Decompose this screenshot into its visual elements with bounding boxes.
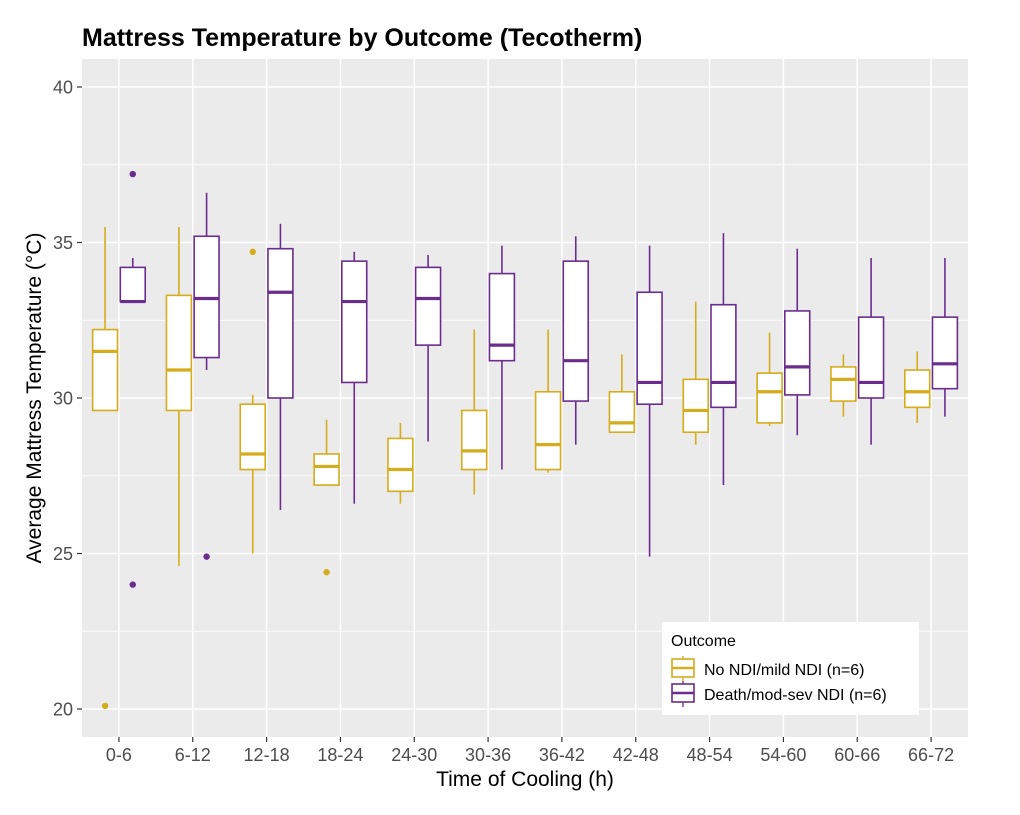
x-tick-label: 24-30	[391, 745, 437, 765]
box-group	[784, 248, 811, 436]
box-iqr	[239, 403, 266, 471]
legend-label: Death/mod-sev NDI (n=6)	[704, 687, 887, 704]
y-tick-label: 40	[53, 77, 73, 97]
box-group	[387, 422, 414, 504]
y-tick-label: 30	[53, 389, 73, 409]
box-group	[931, 258, 959, 417]
box-group	[341, 251, 368, 504]
box-group	[460, 329, 488, 495]
box-group	[165, 226, 193, 566]
box-group	[119, 170, 147, 588]
box-group	[636, 245, 663, 557]
x-tick-label: 36-42	[539, 745, 585, 765]
box-iqr	[313, 453, 340, 486]
box-iqr	[91, 328, 119, 412]
box-iqr	[119, 266, 147, 303]
box-iqr	[534, 390, 562, 471]
outlier-point	[101, 702, 109, 710]
x-tick-label: 0-6	[106, 745, 132, 765]
box-group	[91, 226, 119, 710]
box-group	[710, 233, 737, 486]
x-tick-label: 30-36	[465, 745, 511, 765]
legend-title: Outcome	[671, 633, 736, 650]
box-group	[903, 351, 931, 423]
box-group	[756, 332, 783, 426]
y-tick-label: 25	[53, 544, 73, 564]
box-iqr	[857, 316, 885, 399]
outlier-point	[129, 581, 136, 588]
box-iqr	[784, 310, 811, 396]
box-iqr	[682, 378, 709, 434]
box-group	[414, 254, 442, 442]
chart-title: Mattress Temperature by Outcome (Tecothe…	[82, 24, 642, 52]
x-tick-label: 66-72	[908, 745, 954, 765]
box-group	[193, 192, 220, 560]
box-group	[267, 223, 294, 510]
x-tick-label: 42-48	[613, 745, 659, 765]
box-group	[488, 245, 516, 470]
box-iqr	[460, 409, 488, 471]
x-axis: 0-6 6-12 12-18 18-24 24-30 30-36 36-42 42-48 48-…	[106, 737, 954, 765]
legend-items: No NDI/mild NDI (n=6) Death/mod-sev NDI (…	[671, 656, 887, 707]
boxplot-marks	[91, 170, 959, 710]
box-group	[313, 419, 340, 576]
y-axis: 20 25 30 35 40	[53, 77, 82, 720]
x-tick-label: 60-66	[834, 745, 880, 765]
box-iqr	[267, 247, 294, 399]
box-group	[534, 329, 562, 473]
box-group	[562, 236, 590, 445]
box-group	[239, 248, 266, 554]
outlier-point	[129, 170, 136, 178]
box-iqr	[165, 294, 193, 412]
box-iqr	[710, 303, 737, 409]
outlier-point	[249, 248, 256, 256]
box-iqr	[903, 369, 931, 409]
y-tick-label: 20	[53, 700, 73, 720]
box-iqr	[562, 260, 590, 402]
x-tick-label: 54-60	[760, 745, 806, 765]
y-tick-label: 35	[53, 233, 73, 253]
box-group	[608, 354, 636, 434]
x-axis-label: Time of Cooling (h)	[436, 768, 614, 791]
outlier-point	[203, 553, 210, 560]
box-group	[682, 301, 709, 445]
x-tick-label: 48-54	[687, 745, 733, 765]
box-iqr	[414, 266, 442, 346]
legend: Outcome No NDI/mild NDI (n=6) Death/mod-s…	[662, 622, 919, 715]
x-tick-label: 18-24	[317, 745, 363, 765]
x-tick-label: 12-18	[244, 745, 290, 765]
box-group	[857, 258, 885, 445]
box-iqr	[608, 390, 636, 434]
legend-label: No NDI/mild NDI (n=6)	[704, 662, 864, 679]
box-iqr	[830, 366, 857, 402]
box-group	[830, 354, 857, 417]
box-iqr	[636, 291, 663, 406]
box-iqr	[931, 316, 959, 390]
box-iqr	[488, 272, 516, 362]
box-iqr	[387, 437, 414, 493]
legend-background	[662, 622, 919, 715]
box-iqr	[341, 260, 368, 384]
outlier-point	[323, 568, 330, 576]
box-iqr	[756, 372, 783, 424]
y-axis-label: Average Mattress Temperature (°C)	[23, 233, 46, 564]
x-tick-label: 6-12	[175, 745, 211, 765]
